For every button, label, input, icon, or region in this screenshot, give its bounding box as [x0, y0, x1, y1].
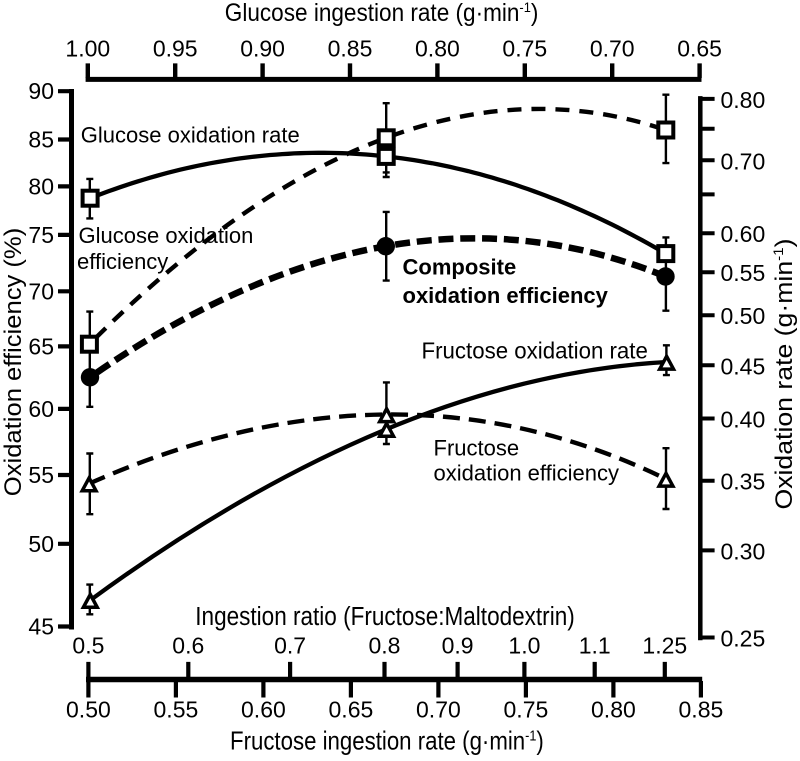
- svg-text:0.70: 0.70: [590, 36, 635, 62]
- svg-text:Fructose ingestion rate (g·min: Fructose ingestion rate (g·min-1): [230, 727, 544, 756]
- svg-text:60: 60: [28, 396, 54, 422]
- svg-text:0.70: 0.70: [416, 697, 461, 723]
- svg-text:0.8: 0.8: [369, 632, 401, 658]
- svg-text:0.75: 0.75: [504, 697, 549, 723]
- svg-text:0.50: 0.50: [66, 697, 111, 723]
- svg-text:80: 80: [28, 173, 54, 199]
- svg-text:0.55: 0.55: [154, 697, 199, 723]
- svg-text:0.9: 0.9: [442, 632, 474, 658]
- svg-text:Glucose ingestion rate (g·min-: Glucose ingestion rate (g·min-1): [225, 0, 539, 27]
- svg-text:1.00: 1.00: [65, 36, 110, 62]
- svg-text:1.25: 1.25: [642, 632, 687, 658]
- svg-text:0.95: 0.95: [153, 36, 198, 62]
- svg-text:0.35: 0.35: [721, 469, 766, 495]
- svg-text:0.30: 0.30: [721, 538, 766, 564]
- svg-text:0.85: 0.85: [679, 697, 724, 723]
- svg-text:0.55: 0.55: [721, 260, 766, 286]
- svg-text:Ingestion ratio (Fructose:Malt: Ingestion ratio (Fructose:Maltodextrin): [195, 603, 574, 632]
- svg-text:90: 90: [28, 78, 54, 104]
- svg-text:0.80: 0.80: [721, 87, 766, 113]
- svg-text:0.5: 0.5: [72, 632, 104, 658]
- svg-text:65: 65: [28, 333, 54, 359]
- svg-text:0.75: 0.75: [502, 36, 547, 62]
- svg-text:0.50: 0.50: [721, 303, 766, 329]
- svg-text:0.65: 0.65: [329, 697, 374, 723]
- svg-text:0.60: 0.60: [241, 697, 286, 723]
- svg-text:Fructose oxidation rate: Fructose oxidation rate: [422, 338, 648, 363]
- svg-text:70: 70: [28, 278, 54, 304]
- svg-text:oxidation efficiency: oxidation efficiency: [403, 283, 609, 308]
- svg-text:Oxidation rate (g·min-1): Oxidation rate (g·min-1): [771, 238, 798, 509]
- svg-text:50: 50: [28, 531, 54, 557]
- svg-text:75: 75: [28, 222, 54, 248]
- svg-text:Fructose: Fructose: [434, 436, 520, 461]
- svg-text:0.25: 0.25: [721, 626, 766, 652]
- svg-text:55: 55: [28, 462, 54, 488]
- svg-text:Glucose oxidation: Glucose oxidation: [79, 223, 254, 248]
- svg-text:0.7: 0.7: [274, 632, 306, 658]
- svg-text:0.60: 0.60: [721, 221, 766, 247]
- svg-text:0.40: 0.40: [721, 407, 766, 433]
- svg-text:0.80: 0.80: [591, 697, 636, 723]
- svg-text:0.80: 0.80: [415, 36, 460, 62]
- svg-text:efficiency: efficiency: [77, 249, 168, 274]
- svg-text:1.1: 1.1: [579, 632, 611, 658]
- svg-text:0.45: 0.45: [721, 353, 766, 379]
- svg-text:0.65: 0.65: [677, 36, 722, 62]
- svg-text:oxidation efficiency: oxidation efficiency: [434, 461, 620, 486]
- svg-text:0.90: 0.90: [240, 36, 285, 62]
- svg-text:1.0: 1.0: [508, 632, 540, 658]
- svg-text:Oxidation efficiency (%): Oxidation efficiency (%): [0, 228, 27, 496]
- svg-text:0.85: 0.85: [328, 36, 373, 62]
- svg-text:Composite: Composite: [403, 254, 517, 279]
- svg-text:85: 85: [28, 127, 54, 153]
- svg-text:0.70: 0.70: [721, 148, 766, 174]
- svg-text:Glucose oxidation rate: Glucose oxidation rate: [81, 123, 300, 148]
- svg-text:45: 45: [28, 614, 54, 640]
- svg-text:0.6: 0.6: [172, 632, 204, 658]
